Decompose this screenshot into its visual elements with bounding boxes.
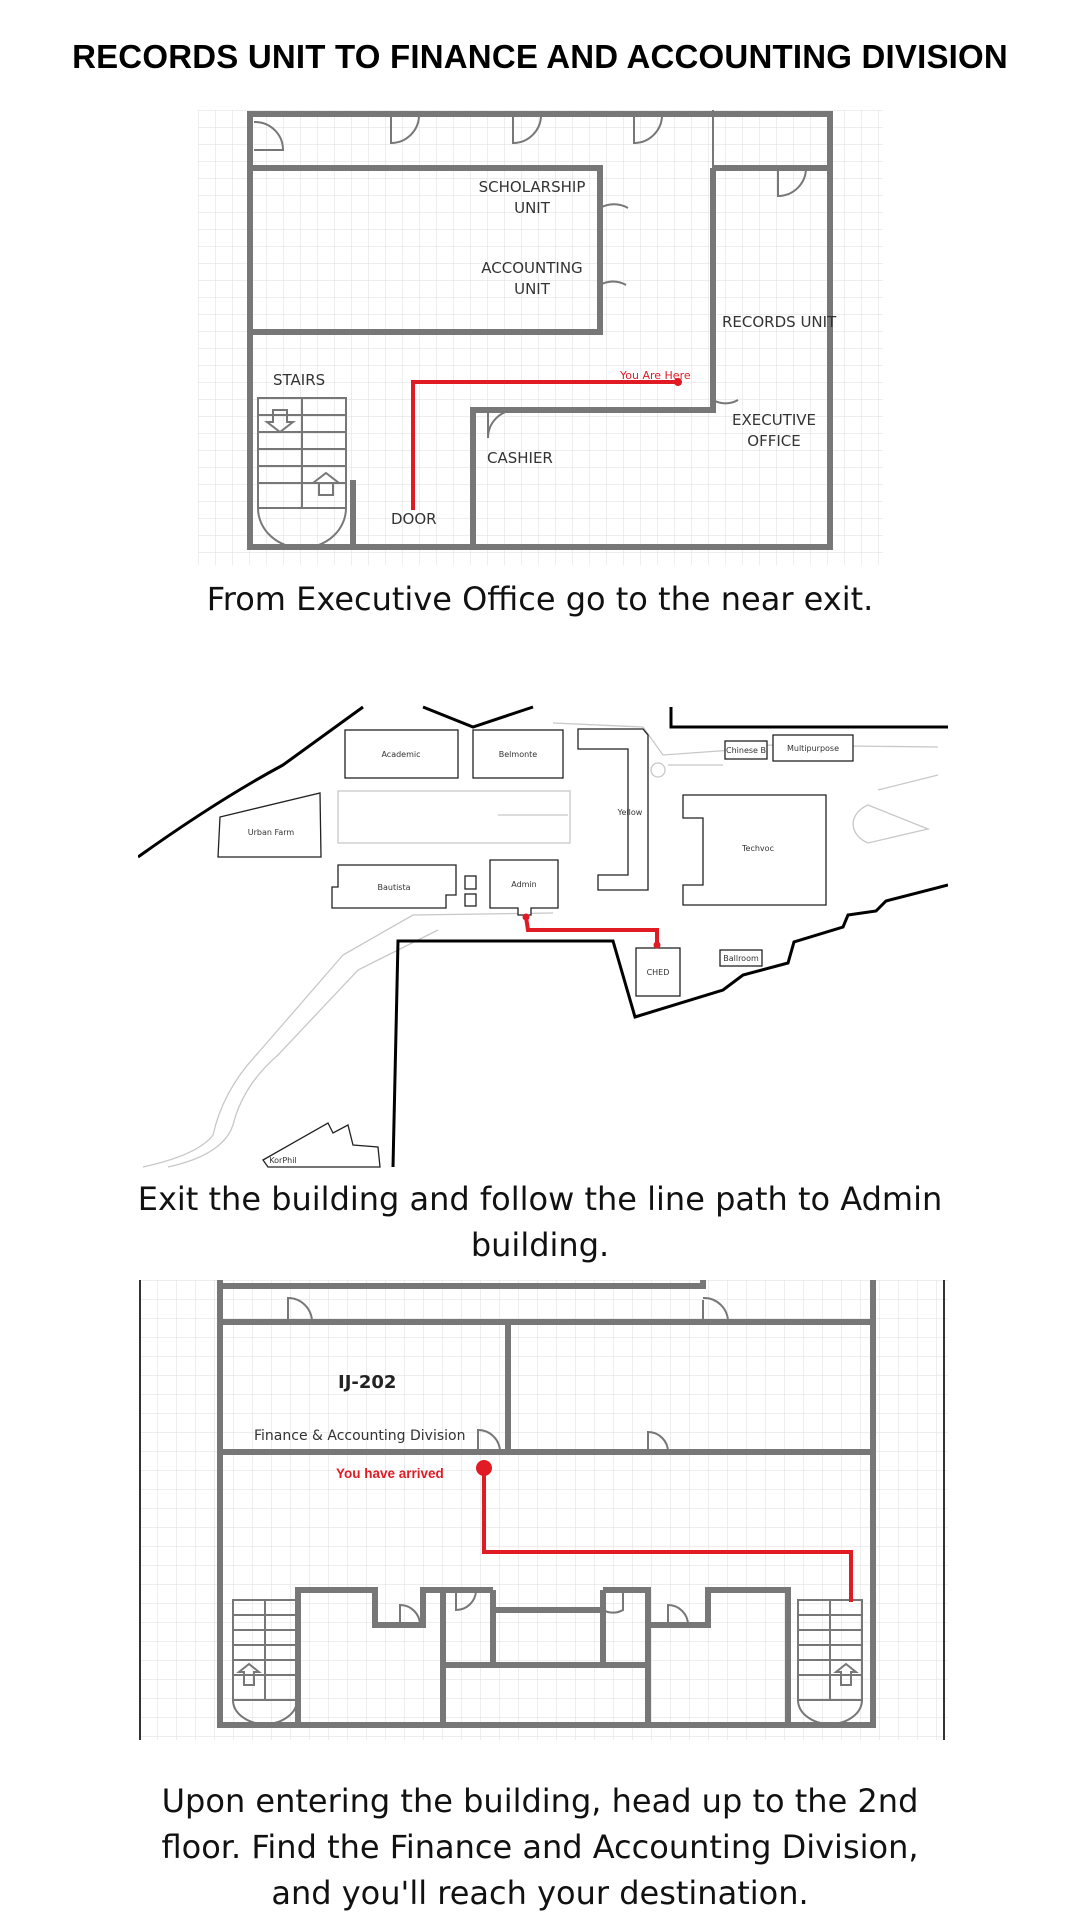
door-label: DOOR: [391, 510, 437, 528]
executive-office-label: EXECUTIVE: [732, 411, 816, 429]
building-techvoc: Techvoc: [682, 794, 827, 906]
route-end-marker: [653, 941, 661, 949]
doors: [253, 110, 807, 439]
campus-boundaries: [138, 705, 948, 1168]
doors: [287, 1296, 730, 1626]
stairs-left: [232, 1599, 298, 1725]
executive-office-label-2: OFFICE: [747, 432, 800, 450]
yellow-label: Yellow: [617, 808, 643, 817]
floor-grid: [198, 110, 883, 565]
building-bautista: Bautista: [331, 864, 477, 909]
step2-caption: Exit the building and follow the line pa…: [0, 1176, 1080, 1268]
building-korphil: KorPhil: [262, 1122, 381, 1168]
building-multipurpose: Multipurpose: [772, 734, 854, 762]
building-yellow: Yellow: [577, 728, 649, 891]
step3-caption: Upon entering the building, head up to t…: [0, 1778, 1080, 1916]
records-unit-floor-plan: SCHOLARSHIP UNIT ACCOUNTING UNIT RECORDS…: [198, 110, 883, 565]
you-have-arrived-label: You have arrived: [336, 1466, 444, 1481]
page-title: RECORDS UNIT TO FINANCE AND ACCOUNTING D…: [72, 38, 1008, 75]
admin-second-floor-plan: IJ-202 Finance & Accounting Division You…: [139, 1280, 948, 1740]
division-label: Finance & Accounting Division: [254, 1428, 465, 1444]
building-belmonte: Belmonte: [472, 729, 564, 779]
accounting-unit-label: ACCOUNTING: [481, 259, 582, 277]
destination-marker: [476, 1460, 492, 1476]
korphil-label: KorPhil: [269, 1156, 296, 1165]
building-chinese: Chinese B: [724, 740, 768, 760]
admin-label: Admin: [511, 880, 537, 889]
belmonte-label: Belmonte: [499, 750, 538, 759]
step3-caption-line3: and you'll reach your destination.: [271, 1874, 809, 1912]
accounting-unit-label-2: UNIT: [514, 280, 551, 298]
floor-grid: [140, 1280, 948, 1740]
ballroom-label: Ballroom: [723, 954, 759, 963]
cashier-label: CASHIER: [487, 449, 553, 467]
bautista-label: Bautista: [377, 883, 410, 892]
stairs-right: [797, 1599, 863, 1725]
walls: [217, 1280, 876, 1728]
step2-caption-line2: building.: [470, 1226, 610, 1264]
step2-caption-line1: Exit the building and follow the line pa…: [137, 1180, 943, 1218]
route-line: [482, 1468, 853, 1602]
scholarship-unit-label: SCHOLARSHIP: [479, 178, 586, 196]
building-academic: Academic: [344, 729, 459, 779]
multipurpose-label: Multipurpose: [787, 744, 839, 753]
route-line: [524, 916, 659, 945]
step3-caption-line2: floor. Find the Finance and Accounting D…: [161, 1828, 919, 1866]
academic-label: Academic: [381, 750, 420, 759]
room-number-label: IJ-202: [338, 1372, 396, 1393]
you-are-here-marker: [674, 378, 682, 386]
techvoc-label: Techvoc: [741, 844, 774, 853]
chinese-label: Chinese B: [726, 746, 766, 755]
route-line: [411, 380, 678, 510]
roads: [142, 722, 939, 1168]
stairs-symbol: [257, 397, 347, 549]
scholarship-unit-label-2: UNIT: [514, 199, 551, 217]
step3-caption-line1: Upon entering the building, head up to t…: [161, 1782, 919, 1820]
urban-farm-label: Urban Farm: [248, 828, 295, 837]
building-urban-farm: Urban Farm: [217, 792, 322, 858]
records-unit-label: RECORDS UNIT: [722, 313, 837, 331]
route-start-marker: [522, 913, 530, 921]
building-admin: Admin: [489, 859, 559, 916]
campus-map: Academic Belmonte Yellow Chinese B Multi…: [138, 705, 948, 1168]
you-are-here-label: You Are Here: [619, 369, 691, 382]
stairs-label: STAIRS: [273, 371, 325, 389]
ched-label: CHED: [647, 968, 670, 977]
building-ched: CHED: [635, 947, 681, 997]
building-ballroom: Ballroom: [719, 949, 763, 967]
step1-caption: From Executive Office go to the near exi…: [206, 580, 874, 618]
